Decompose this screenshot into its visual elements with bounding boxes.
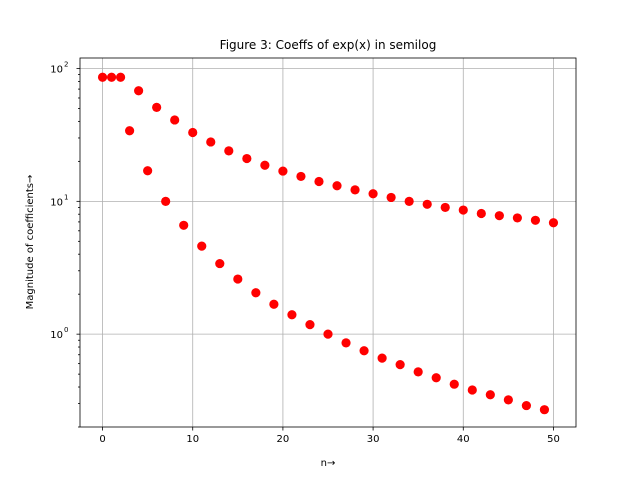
y-tick-label: 10 <box>50 197 63 208</box>
data-point <box>125 126 135 136</box>
plot-area-frame <box>79 57 577 428</box>
data-point <box>115 72 126 82</box>
data-point <box>215 258 225 269</box>
y-tick-label: 10 <box>50 330 63 341</box>
data-point <box>395 359 405 370</box>
data-point <box>305 320 315 330</box>
data-point <box>161 196 171 206</box>
data-point <box>377 353 387 363</box>
data-points <box>97 72 559 415</box>
data-point <box>341 338 351 348</box>
data-point <box>512 213 522 223</box>
data-point <box>449 379 459 389</box>
y-tick-label: 10 <box>50 65 63 76</box>
data-point <box>422 199 432 209</box>
data-point <box>152 102 162 112</box>
data-point <box>350 185 360 195</box>
data-point <box>530 215 541 225</box>
data-point <box>503 395 513 405</box>
data-point <box>368 189 378 199</box>
data-point <box>251 288 261 298</box>
data-point <box>467 385 477 395</box>
y-tick-exponent: 2 <box>64 61 68 69</box>
data-point <box>134 86 144 96</box>
y-axis-label: Magnitude of coefficients→ <box>25 175 36 310</box>
x-axis-label: n→ <box>321 458 336 469</box>
data-point <box>485 390 495 400</box>
y-tick-exponent: 1 <box>64 193 68 201</box>
x-tick-label: 10 <box>186 434 199 445</box>
data-point <box>458 205 468 215</box>
x-tick-label: 40 <box>457 434 470 445</box>
data-point <box>206 137 216 147</box>
x-tick-label: 50 <box>547 434 560 445</box>
data-point <box>224 146 234 156</box>
data-point <box>494 211 504 221</box>
data-point <box>404 196 414 206</box>
data-point <box>143 166 153 176</box>
data-point <box>242 153 252 164</box>
data-point <box>440 202 450 213</box>
x-axis-ticks: 0 10 20 30 40 50 <box>99 427 560 445</box>
x-tick-label: 20 <box>277 434 290 445</box>
data-point <box>539 405 550 415</box>
data-point <box>548 218 559 228</box>
data-point <box>278 166 288 176</box>
data-point <box>269 299 279 309</box>
x-tick-label: 30 <box>367 434 380 445</box>
chart-title: Figure 3: Coeffs of exp(x) in semilog <box>220 38 437 52</box>
grid <box>80 58 576 427</box>
y-tick-exponent: 0 <box>64 326 68 334</box>
data-point <box>106 72 117 82</box>
data-point <box>233 274 243 284</box>
data-point <box>287 310 297 320</box>
data-point <box>314 176 324 187</box>
data-point <box>197 241 207 251</box>
data-point <box>431 373 441 383</box>
data-point <box>296 171 306 182</box>
data-point <box>476 208 486 219</box>
data-point <box>521 400 532 411</box>
data-point <box>260 160 270 170</box>
data-point <box>188 127 198 138</box>
data-point <box>170 115 180 125</box>
data-point <box>97 72 108 82</box>
data-point <box>323 329 333 339</box>
data-point <box>179 220 189 230</box>
data-point <box>332 181 342 191</box>
data-point <box>413 367 423 377</box>
data-point <box>359 346 369 356</box>
data-point <box>386 192 396 203</box>
x-tick-label: 0 <box>99 434 105 445</box>
